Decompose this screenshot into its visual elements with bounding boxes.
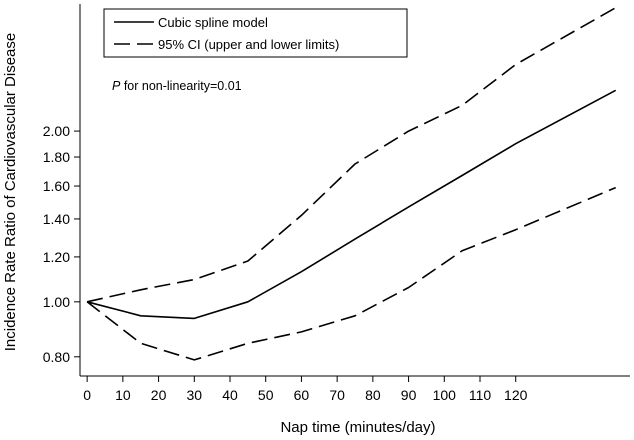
x-tick-label: 0 <box>83 387 91 403</box>
ci-line-1 <box>86 7 617 303</box>
x-tick-label: 20 <box>151 387 167 403</box>
y-tick-label: 1.20 <box>43 249 70 265</box>
series-group <box>86 7 617 361</box>
ci-line-2 <box>86 186 617 361</box>
legend-box <box>103 8 408 58</box>
x-tick-label: 60 <box>294 387 310 403</box>
x-tick-label: 110 <box>469 387 492 403</box>
y-tick-label: 1.80 <box>43 149 70 165</box>
y-tick-label: 1.40 <box>43 211 70 227</box>
x-axis-title: Nap time (minutes/day) <box>280 419 435 436</box>
y-tick-label: 2.00 <box>43 123 70 139</box>
x-tick-label: 50 <box>258 387 274 403</box>
x-tick-label: 90 <box>401 387 417 403</box>
p-symbol: P <box>112 79 121 93</box>
x-tick-label: 100 <box>433 387 457 403</box>
annotation-text: for non-linearity=0.01 <box>120 79 241 93</box>
y-tick-label: 1.60 <box>43 178 70 194</box>
axes <box>79 4 630 377</box>
legend-label-spline: Cubic spline model <box>158 15 268 30</box>
x-tick-label: 70 <box>329 387 345 403</box>
y-ticks: 0.80 1.00 1.20 1.40 1.60 1.80 2.00 <box>43 123 80 365</box>
legend: Cubic spline model 95% CI (upper and low… <box>103 8 408 58</box>
x-ticks: 0 10 20 30 40 50 60 70 80 90 100 110 120 <box>83 376 528 403</box>
x-tick-label: 120 <box>504 387 528 403</box>
y-tick-label: 0.80 <box>43 349 70 365</box>
spline-line <box>86 89 617 320</box>
nonlinearity-annotation: P for non-linearity=0.01 <box>112 79 242 93</box>
y-axis-title: Incidence Rate Ratio of Cardiovascular D… <box>2 33 19 352</box>
legend-label-ci: 95% CI (upper and lower limits) <box>158 37 339 52</box>
x-tick-label: 30 <box>186 387 202 403</box>
x-tick-label: 10 <box>115 387 131 403</box>
y-tick-label: 1.00 <box>43 294 70 310</box>
x-tick-label: 80 <box>365 387 381 403</box>
x-tick-label: 40 <box>222 387 238 403</box>
